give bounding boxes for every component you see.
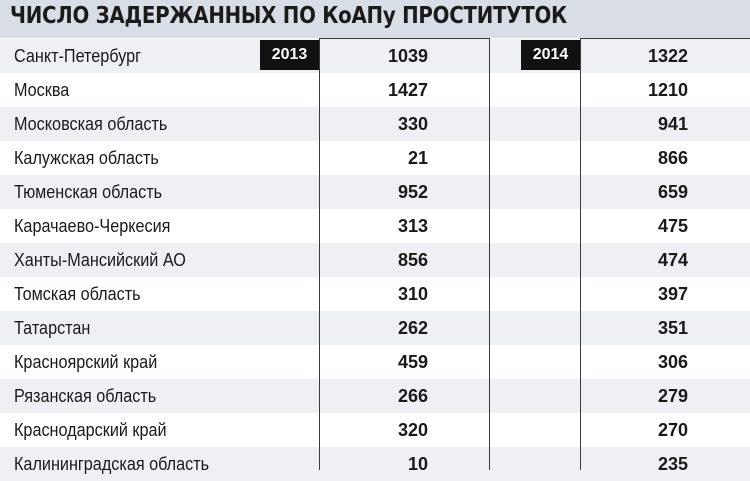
value-2014: 1210	[647, 80, 688, 100]
value-2013: 10	[407, 454, 428, 474]
value-2013: 330	[397, 114, 428, 134]
year-label-2013: 2013	[260, 40, 319, 70]
col-2013-left-border	[319, 38, 320, 470]
table-row	[0, 379, 750, 413]
value-2013: 856	[397, 250, 428, 270]
value-2013: 952	[397, 182, 428, 202]
region-name: Томская область	[14, 284, 141, 304]
value-2014: 235	[657, 454, 688, 474]
value-2013: 1039	[387, 46, 428, 66]
table-row	[0, 107, 750, 141]
col-2014-left-border	[580, 38, 581, 470]
region-name: Краснодарский край	[14, 420, 167, 440]
value-2014: 941	[657, 114, 688, 134]
value-2014: 474	[657, 250, 688, 270]
value-2013: 1427	[387, 80, 428, 100]
value-2014: 270	[657, 420, 688, 440]
value-2014: 279	[657, 386, 688, 406]
region-name: Калужская область	[14, 148, 159, 168]
region-name: Рязанская область	[14, 386, 157, 406]
table-row	[0, 311, 750, 345]
table-row	[0, 39, 750, 73]
region-name: Ханты-Мансийский АО	[14, 250, 186, 270]
col-2014-top-border	[580, 38, 750, 39]
year-label-2014: 2014	[521, 40, 580, 70]
value-2013: 320	[397, 420, 428, 440]
value-2014: 659	[657, 182, 688, 202]
col-2013-top-border	[319, 38, 490, 39]
value-2014: 397	[657, 284, 688, 304]
value-2013: 310	[397, 284, 428, 304]
region-name: Татарстан	[14, 318, 91, 338]
value-2013: 266	[397, 386, 428, 406]
table-row	[0, 345, 750, 379]
region-name: Москва	[14, 80, 70, 100]
value-2013: 313	[397, 216, 428, 236]
value-2013: 21	[407, 148, 428, 168]
region-name: Калининградская область	[14, 454, 210, 474]
region-name: Красноярский край	[14, 352, 158, 372]
table-row	[0, 175, 750, 209]
table-row	[0, 141, 750, 175]
table-row	[0, 209, 750, 243]
value-2013: 262	[397, 318, 428, 338]
table-title: ЧИСЛО ЗАДЕРЖАННЫХ ПО КоАПу ПРОСТИТУТОК	[10, 3, 567, 29]
col-2013-right-border	[489, 38, 490, 470]
region-name: Санкт-Петербург	[14, 46, 142, 66]
table-row	[0, 73, 750, 107]
value-2014: 351	[657, 318, 688, 338]
table-row	[0, 277, 750, 311]
value-2014: 1322	[647, 46, 688, 66]
value-2013: 459	[397, 352, 428, 372]
table-row	[0, 243, 750, 277]
region-name: Тюменская область	[14, 182, 163, 202]
value-2014: 475	[657, 216, 688, 236]
value-2014: 866	[657, 148, 688, 168]
value-2014: 306	[657, 352, 688, 372]
region-name: Карачаево-Черкесия	[14, 216, 171, 236]
table-row	[0, 413, 750, 447]
region-name: Московская область	[14, 114, 168, 134]
title-band	[0, 0, 750, 38]
